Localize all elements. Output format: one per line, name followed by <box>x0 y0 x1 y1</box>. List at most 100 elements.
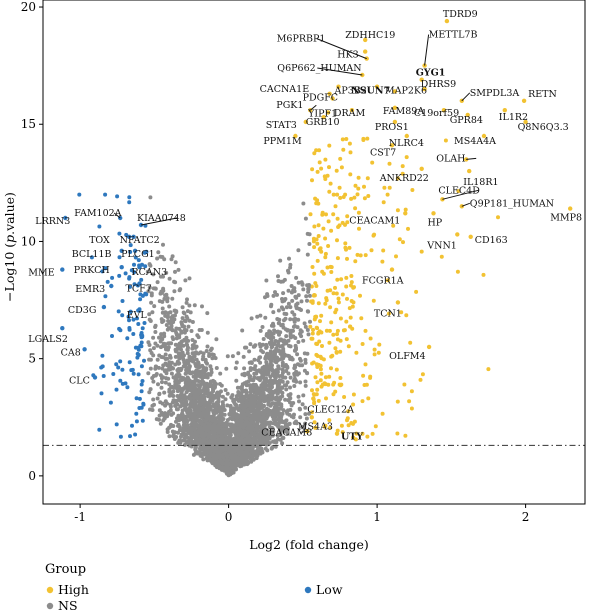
gene-point <box>186 439 191 444</box>
gene-point <box>323 375 328 380</box>
gene-point <box>315 354 320 358</box>
gene-point <box>161 318 166 323</box>
gene-point <box>165 296 170 301</box>
gene-point <box>240 328 245 333</box>
gene-point <box>199 421 204 426</box>
gene-point <box>194 357 199 362</box>
gene-point <box>188 428 193 433</box>
gene-point <box>370 431 375 436</box>
gene-point <box>360 399 365 404</box>
labeled-gene-point <box>392 89 398 94</box>
gene-point <box>326 244 331 248</box>
gene-point <box>205 387 210 392</box>
gene-label: TOX <box>89 235 110 246</box>
gene-point <box>240 372 245 377</box>
gene-point <box>159 376 164 381</box>
gene-point <box>217 393 222 398</box>
gene-point <box>274 421 279 426</box>
gene-label: PDGFC <box>303 93 338 104</box>
gene-point <box>315 380 320 385</box>
gene-label: TDRD9 <box>443 9 478 20</box>
gene-point <box>288 375 293 380</box>
gene-point <box>221 402 225 407</box>
gene-label: IL18R1 <box>463 177 498 188</box>
gene-point <box>139 277 144 282</box>
gene-point <box>296 280 301 285</box>
gene-point <box>387 161 392 166</box>
gene-point <box>288 333 293 338</box>
gene-point <box>289 284 294 288</box>
labeled-gene-point <box>349 108 355 113</box>
gene-point <box>251 445 255 449</box>
gene-point <box>316 234 321 238</box>
gene-point <box>361 373 366 378</box>
gene-point <box>187 394 192 399</box>
gene-point <box>118 434 123 439</box>
gene-point <box>158 421 163 426</box>
gene-point <box>158 373 163 378</box>
gene-label: FAM89A <box>383 106 424 117</box>
gene-point <box>241 354 246 359</box>
gene-point <box>139 382 144 387</box>
gene-point <box>148 263 153 268</box>
gene-label: MME <box>28 268 54 279</box>
gene-point <box>286 288 291 293</box>
labeled-gene-point <box>327 91 332 97</box>
gene-point <box>443 138 448 143</box>
gene-point <box>303 379 308 384</box>
gene-point <box>127 276 132 281</box>
gene-point <box>240 450 245 455</box>
gene-point <box>351 392 356 397</box>
gene-point <box>271 310 276 315</box>
gene-point <box>323 157 328 162</box>
gene-point <box>177 395 182 400</box>
gene-point <box>301 393 306 398</box>
gene-point <box>196 361 201 366</box>
gene-point <box>327 340 332 345</box>
gene-point <box>345 296 349 301</box>
gene-point <box>296 293 301 298</box>
gene-point <box>277 387 282 392</box>
gene-label: GYG1 <box>416 68 446 79</box>
gene-point <box>133 432 138 437</box>
gene-point <box>130 423 134 428</box>
gene-point <box>342 395 347 399</box>
gene-point <box>194 369 199 374</box>
gene-point <box>179 417 183 422</box>
gene-label: C19orf59 <box>414 108 459 119</box>
gene-point <box>161 242 165 247</box>
gene-point <box>159 385 164 390</box>
leader-lines <box>113 34 479 433</box>
gene-point <box>496 215 500 220</box>
gene-point <box>187 407 192 412</box>
gene-point <box>318 378 323 383</box>
gene-point <box>222 428 227 433</box>
gene-point <box>302 321 307 326</box>
gene-point <box>266 335 271 339</box>
gene-point <box>269 395 273 400</box>
gene-point <box>354 431 359 436</box>
gene-point <box>184 390 189 395</box>
gene-point <box>318 319 322 324</box>
gene-label: SMPDL3A <box>470 88 520 99</box>
gene-point <box>319 313 324 318</box>
gene-point <box>200 445 205 449</box>
gene-point <box>234 360 239 365</box>
gene-point <box>223 388 228 392</box>
gene-point <box>148 195 153 200</box>
gene-point <box>164 376 168 381</box>
gene-point <box>336 296 341 301</box>
gene-point <box>195 333 200 338</box>
gene-point <box>167 304 172 309</box>
labeled-gene-point <box>303 119 308 125</box>
gene-point <box>164 292 169 297</box>
gene-point <box>218 434 223 439</box>
gene-label: MS4A4A <box>454 136 496 147</box>
gene-point <box>315 326 320 331</box>
gene-point <box>248 398 253 403</box>
gene-label: CEACAM8 <box>261 427 312 438</box>
gene-point <box>169 341 174 346</box>
gene-point <box>223 397 228 402</box>
gene-point <box>174 398 179 403</box>
